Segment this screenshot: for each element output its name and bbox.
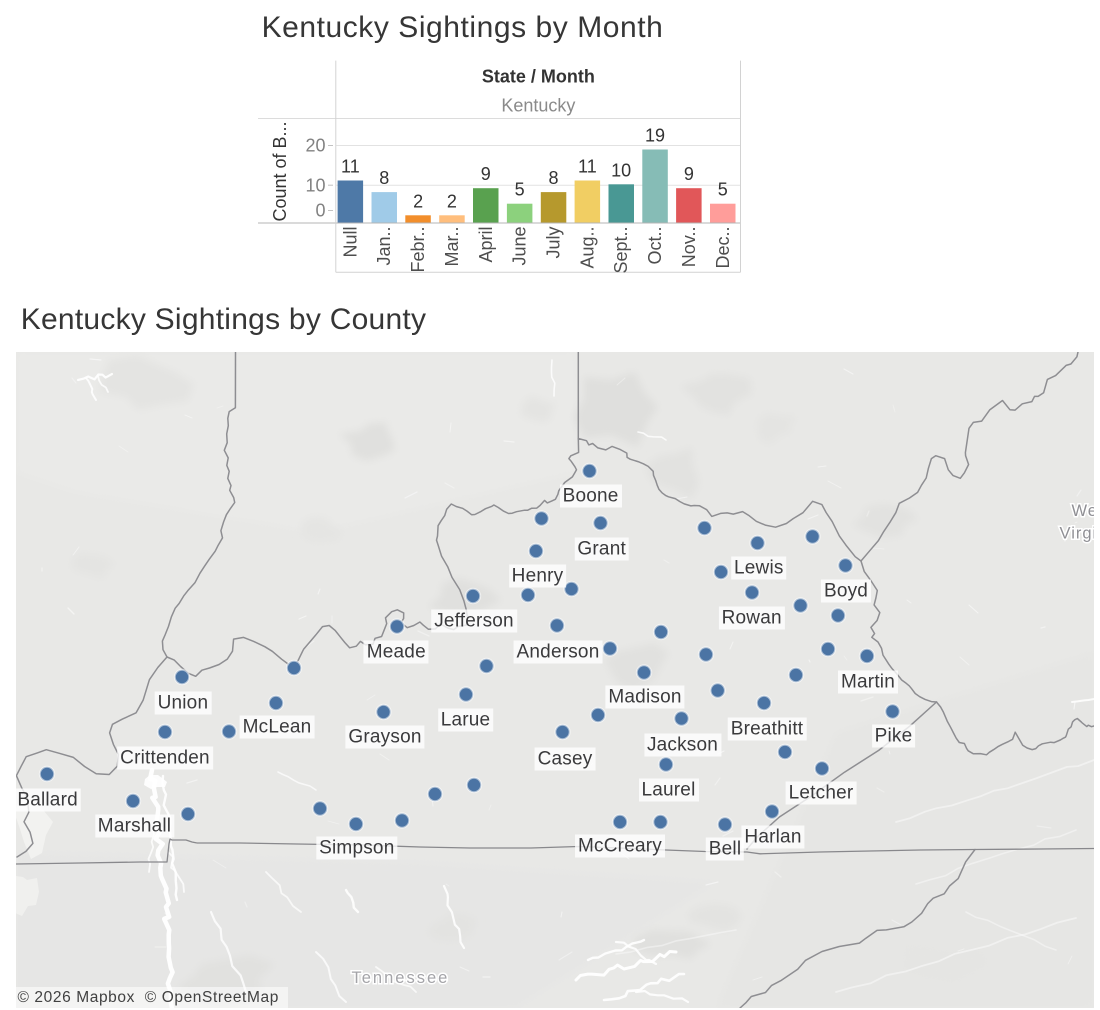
svg-text:19: 19 <box>645 126 665 146</box>
svg-text:8: 8 <box>548 168 558 188</box>
svg-text:Nov..: Nov.. <box>679 227 699 268</box>
svg-text:2: 2 <box>413 191 423 211</box>
svg-text:Jan..: Jan.. <box>374 227 394 266</box>
svg-text:5: 5 <box>718 180 728 200</box>
svg-text:2: 2 <box>447 191 457 211</box>
svg-text:Dec..: Dec.. <box>713 227 733 269</box>
svg-text:Count of B...: Count of B... <box>270 121 290 221</box>
svg-text:11: 11 <box>341 157 360 177</box>
svg-text:8: 8 <box>379 168 389 188</box>
svg-text:State / Month: State / Month <box>482 67 595 87</box>
svg-text:July: July <box>544 227 564 259</box>
svg-text:Kentucky: Kentucky <box>501 96 575 116</box>
svg-text:West: West <box>1072 502 1095 520</box>
svg-text:10: 10 <box>305 175 325 195</box>
svg-text:0: 0 <box>315 201 325 221</box>
svg-text:Febr..: Febr.. <box>408 227 428 273</box>
svg-text:Oct..: Oct.. <box>645 227 665 265</box>
svg-text:Virginia: Virginia <box>1060 525 1095 543</box>
svg-text:Tennessee: Tennessee <box>352 969 450 987</box>
svg-text:Null: Null <box>340 227 360 258</box>
svg-text:Mar..: Mar.. <box>442 227 462 267</box>
svg-text:June: June <box>510 227 530 266</box>
svg-text:5: 5 <box>515 180 525 200</box>
svg-text:April: April <box>476 227 496 263</box>
svg-text:Sept..: Sept.. <box>611 227 631 274</box>
svg-text:11: 11 <box>578 157 597 177</box>
svg-text:20: 20 <box>305 136 325 156</box>
svg-text:9: 9 <box>481 164 491 184</box>
svg-text:Aug..: Aug.. <box>577 227 597 269</box>
svg-text:9: 9 <box>684 164 694 184</box>
svg-text:10: 10 <box>611 160 631 180</box>
